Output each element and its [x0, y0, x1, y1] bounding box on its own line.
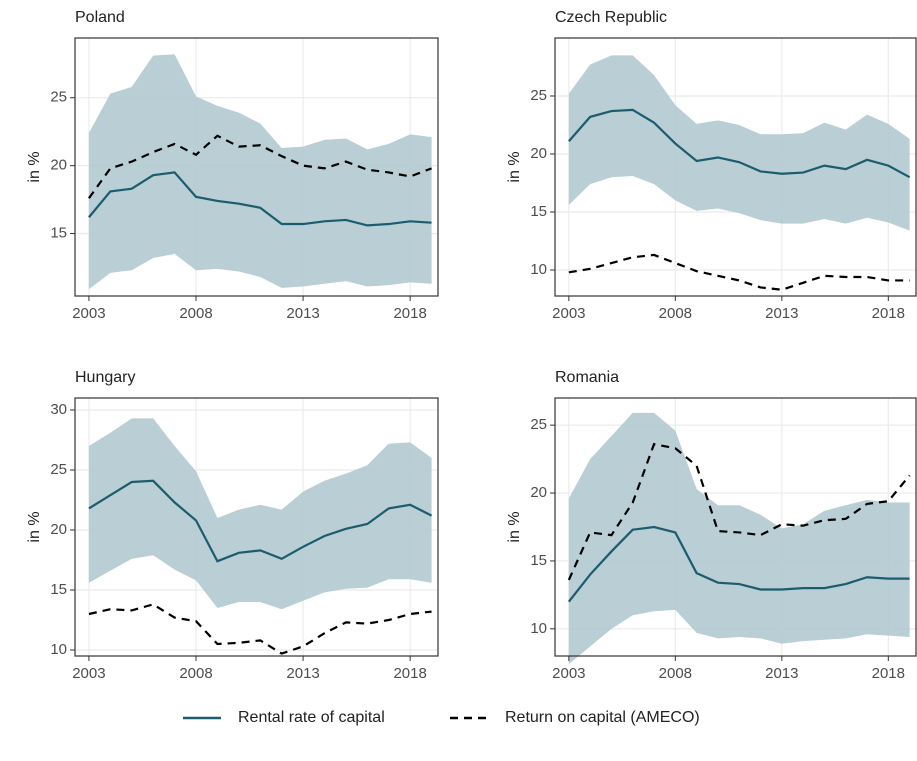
x-tick-label: 2018: [872, 305, 905, 322]
panel-title: Romania: [555, 369, 619, 386]
y-axis-label: in %: [506, 511, 523, 542]
x-tick-label: 2008: [179, 665, 212, 682]
y-tick-label: 15: [50, 581, 67, 598]
y-tick-label: 10: [50, 641, 67, 658]
x-tick-label: 2013: [286, 305, 319, 322]
series-line: [88, 134, 432, 199]
x-tick-label: 2013: [765, 665, 798, 682]
series-line: [568, 253, 910, 291]
y-tick-label: 20: [530, 145, 547, 162]
y-axis-label: in %: [506, 151, 523, 182]
series-line: [567, 525, 910, 603]
y-tick-label: 20: [50, 157, 67, 174]
panel-border: [74, 397, 439, 657]
series-line: [88, 479, 433, 563]
band: [88, 418, 432, 610]
panel-border: [554, 37, 917, 297]
legend-label: Return on capital (AMECO): [505, 709, 700, 726]
panel-title: Hungary: [75, 369, 135, 386]
panel-border: [74, 37, 439, 297]
x-tick-label: 2008: [659, 665, 692, 682]
x-tick-label: 2008: [179, 305, 212, 322]
y-tick-label: 10: [530, 620, 547, 637]
y-tick-label: 30: [50, 401, 67, 418]
y-tick-label: 15: [50, 225, 67, 242]
y-tick-label: 20: [530, 484, 547, 501]
y-tick-label: 25: [50, 461, 67, 478]
series-line: [88, 171, 432, 227]
y-tick-label: 15: [530, 203, 547, 220]
y-axis-label: in %: [26, 151, 43, 182]
x-tick-label: 2018: [393, 305, 426, 322]
x-tick-label: 2003: [72, 665, 105, 682]
x-tick-label: 2018: [393, 665, 426, 682]
x-tick-label: 2018: [872, 665, 905, 682]
band: [568, 55, 910, 231]
series-line: [568, 108, 911, 179]
y-tick-label: 25: [530, 87, 547, 104]
y-tick-label: 20: [50, 521, 67, 538]
panel-title: Czech Republic: [555, 9, 667, 26]
panel-title: Poland: [75, 9, 125, 26]
band: [568, 412, 910, 665]
y-tick-label: 10: [530, 261, 547, 278]
x-tick-label: 2013: [286, 665, 319, 682]
legend-label: Rental rate of capital: [238, 709, 385, 726]
x-tick-label: 2013: [765, 305, 798, 322]
x-tick-label: 2008: [659, 305, 692, 322]
series-line: [567, 442, 911, 581]
panel-border: [554, 397, 917, 657]
y-tick-label: 25: [530, 416, 547, 433]
y-tick-label: 25: [50, 89, 67, 106]
x-tick-label: 2003: [72, 305, 105, 322]
x-tick-label: 2003: [552, 665, 585, 682]
series-line: [88, 603, 432, 655]
y-tick-label: 15: [530, 552, 547, 569]
y-axis-label: in %: [26, 511, 43, 542]
band: [88, 54, 432, 290]
x-tick-label: 2003: [552, 305, 585, 322]
